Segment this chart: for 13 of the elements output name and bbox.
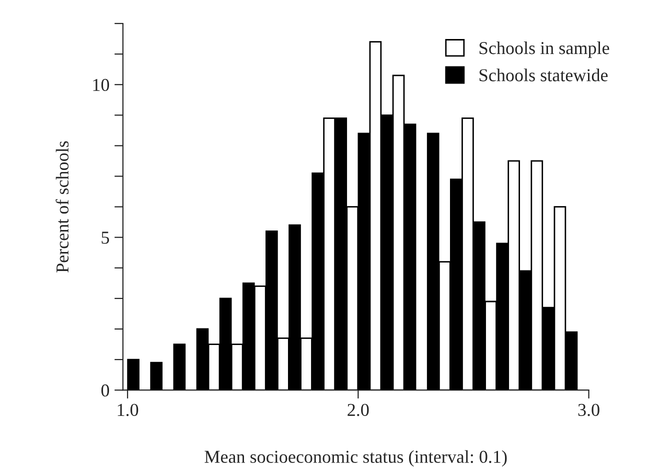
bar xyxy=(173,344,186,390)
legend-label: Schools statewide xyxy=(480,68,608,82)
x-tick-label: 2.0 xyxy=(348,404,369,416)
x-tick-label: 1.0 xyxy=(118,404,138,416)
y-tick-label: 10 xyxy=(93,78,110,92)
y-axis-title: Percent of schools xyxy=(56,141,69,272)
legend-label: Schools in sample xyxy=(480,41,610,58)
y-tick-label: 5 xyxy=(102,232,110,244)
bar xyxy=(127,358,140,390)
bar xyxy=(150,362,163,390)
y-tick-label: 0 xyxy=(101,384,110,397)
x-tick-label: 3.0 xyxy=(578,404,600,416)
x-axis-title: Mean socioeconomic status (interval: 0.1) xyxy=(204,450,507,467)
